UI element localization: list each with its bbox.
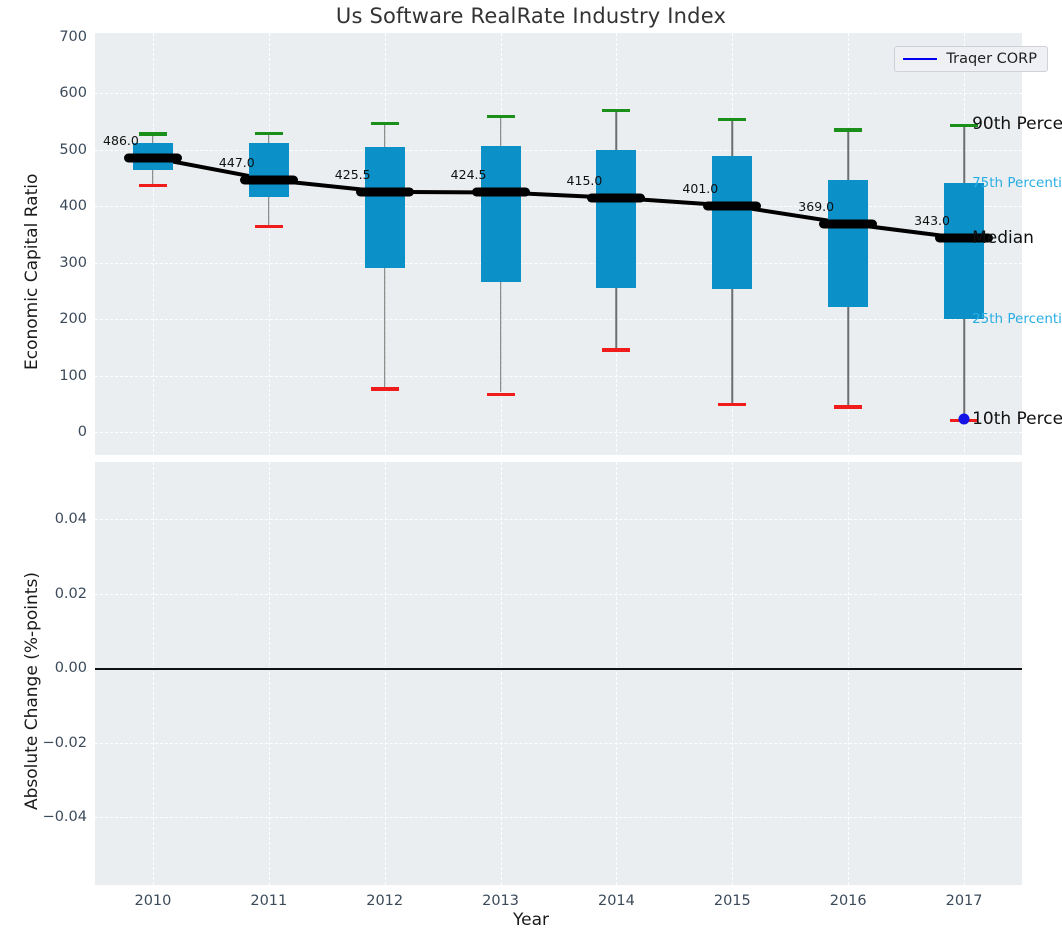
interquartile-box [364, 147, 405, 269]
gridline-horizontal [95, 375, 1022, 377]
y-axis-tick-label: 600 [59, 85, 87, 102]
gridline-vertical [384, 462, 386, 885]
x-axis-tick-label: 2012 [366, 893, 404, 909]
y-axis-tick-label: 700 [59, 29, 87, 45]
x-axis-tick-label: 2011 [250, 893, 288, 909]
interquartile-box [712, 156, 753, 290]
whisker-cap-upper [370, 122, 399, 126]
median-marker [935, 233, 994, 243]
whisker-cap-lower [370, 387, 399, 391]
gridline-horizontal [95, 593, 1022, 595]
y-axis-tick-label: 300 [59, 254, 87, 271]
traqer-corp-data-point [958, 413, 970, 425]
zero-reference-line [95, 668, 1022, 670]
gridline-vertical [964, 462, 966, 885]
median-trend-line [95, 33, 1022, 455]
whisker-cap-upper [718, 118, 747, 122]
gridline-horizontal [95, 432, 1022, 433]
interquartile-box [480, 145, 521, 282]
y-axis-tick-label: 0.04 [54, 511, 87, 527]
median-marker [239, 175, 298, 185]
y-axis-tick-label: 500 [59, 141, 87, 158]
lower-y-axis-label: Absolute Change (%-points) [22, 572, 42, 810]
annotation-90th-percentile: 90th Percentile [972, 113, 1062, 134]
median-marker [123, 153, 182, 163]
median-value-label: 415.0 [566, 172, 603, 188]
median-marker [819, 219, 878, 229]
gridline-vertical [732, 462, 734, 885]
gridline-horizontal [95, 742, 1022, 744]
y-axis-tick-label: 400 [59, 198, 87, 215]
median-marker [471, 187, 530, 197]
upper-y-axis-label: Economic Capital Ratio [22, 173, 42, 370]
annotation-median: Median [972, 228, 1034, 249]
lower-plot-area [95, 462, 1022, 885]
whisker-cap-upper [254, 131, 283, 135]
gridline-horizontal [95, 817, 1022, 818]
upper-plot-area [95, 33, 1022, 455]
x-axis-tick-label: 2013 [482, 893, 520, 909]
y-axis-tick-label: 0 [77, 424, 87, 440]
median-marker [587, 193, 646, 203]
gridline-horizontal [95, 262, 1022, 264]
interquartile-box [944, 183, 985, 320]
y-axis-tick-label: −0.02 [42, 734, 87, 751]
whisker-cap-lower [602, 348, 631, 352]
interquartile-box [248, 142, 289, 197]
gridline-horizontal [95, 519, 1022, 520]
median-value-label: 424.5 [450, 167, 487, 183]
whisker-cap-lower [254, 224, 283, 229]
gridline-vertical [848, 462, 850, 885]
gridline-horizontal [95, 149, 1022, 151]
legend-line-swatch [903, 58, 938, 60]
chart-legend[interactable]: Traqer CORP [894, 46, 1048, 72]
median-marker [355, 187, 414, 197]
median-value-label: 343.0 [914, 213, 950, 229]
annotation-75th-percentile: 75th Percentile [972, 175, 1062, 192]
whisker-cap-upper [602, 108, 631, 112]
whisker-cap-upper [486, 114, 515, 119]
whisker-cap-upper [138, 132, 167, 136]
chart-title: Us Software RealRate Industry Index [335, 4, 727, 28]
interquartile-box [596, 150, 637, 289]
whisker-cap-lower [834, 405, 863, 409]
x-axis-tick-label: 2010 [134, 893, 172, 909]
gridline-vertical [152, 33, 154, 457]
median-value-label: 447.0 [218, 154, 255, 170]
whisker-cap-lower [138, 183, 167, 187]
y-axis-tick-label: 200 [59, 311, 87, 328]
y-axis-tick-label: 0.00 [54, 660, 87, 676]
gridline-horizontal [95, 93, 1022, 95]
whisker-cap-upper [834, 128, 863, 132]
x-axis-tick-label: 2015 [713, 893, 751, 909]
whisker-cap-lower [718, 402, 747, 406]
gridline-vertical [268, 33, 270, 457]
y-axis-tick-label: −0.04 [42, 809, 87, 825]
gridline-vertical [268, 462, 270, 885]
legend-label-traqer-corp: Traqer CORP [946, 51, 1037, 67]
whisker-cap-lower [486, 392, 515, 396]
x-axis-tick-label: 2014 [597, 893, 635, 909]
gridline-vertical [616, 462, 618, 885]
median-marker [703, 201, 762, 211]
whisker-cap-upper [950, 123, 979, 128]
median-value-label: 486.0 [103, 132, 139, 148]
gridline-horizontal [95, 206, 1022, 208]
gridline-vertical [152, 462, 154, 885]
median-value-label: 369.0 [798, 198, 835, 214]
x-axis-tick-label: 2016 [829, 893, 867, 909]
median-value-label: 401.0 [682, 180, 719, 196]
annotation-25th-percentile: 25th Percentile [972, 311, 1062, 328]
interquartile-box [828, 180, 869, 307]
x-axis-label: Year [513, 910, 549, 930]
median-value-label: 425.5 [334, 166, 371, 182]
gridline-horizontal [95, 319, 1022, 321]
y-axis-tick-label: 100 [59, 367, 87, 384]
annotation-10th-percentile: 10th Percentile [972, 409, 1062, 430]
x-axis-tick-label: 2017 [945, 893, 983, 909]
gridline-vertical [500, 462, 502, 885]
y-axis-tick-label: 0.02 [54, 585, 87, 602]
